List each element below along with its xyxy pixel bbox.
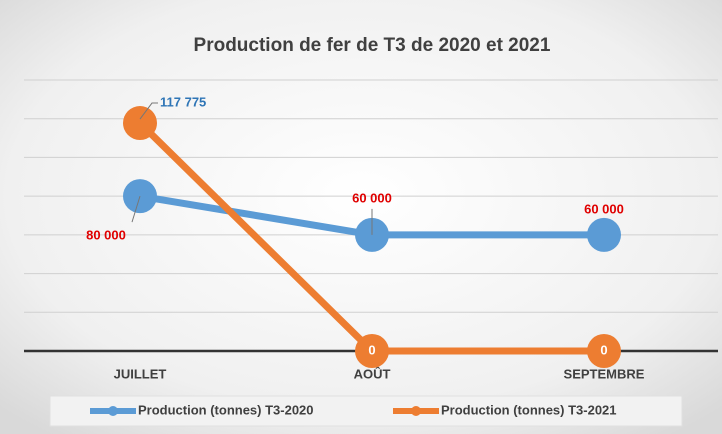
legend-marker [411,406,421,416]
x-tick-label: JUILLET [114,366,167,381]
marker [123,106,157,141]
chart-title: Production de fer de T3 de 2020 et 2021 [194,35,551,56]
leader-line [139,102,158,120]
data-label: 0 [368,342,375,357]
leader-line [131,195,141,223]
data-label: 80 000 [86,228,126,243]
marker [587,217,621,252]
x-tick-label: AOÛT [354,366,391,381]
data-label: 60 000 [584,201,624,216]
data-label: 117 775 [160,94,206,109]
legend-label: Production (tonnes) T3-2020 [138,402,314,417]
legend-marker [108,406,118,416]
legend-label: Production (tonnes) T3-2021 [441,402,617,417]
data-label: 60 000 [352,190,392,205]
marker [355,334,389,368]
marker [587,334,621,368]
data-label: 0 [600,342,607,357]
legend [49,395,683,427]
x-tick-label: SEPTEMBRE [564,366,645,381]
